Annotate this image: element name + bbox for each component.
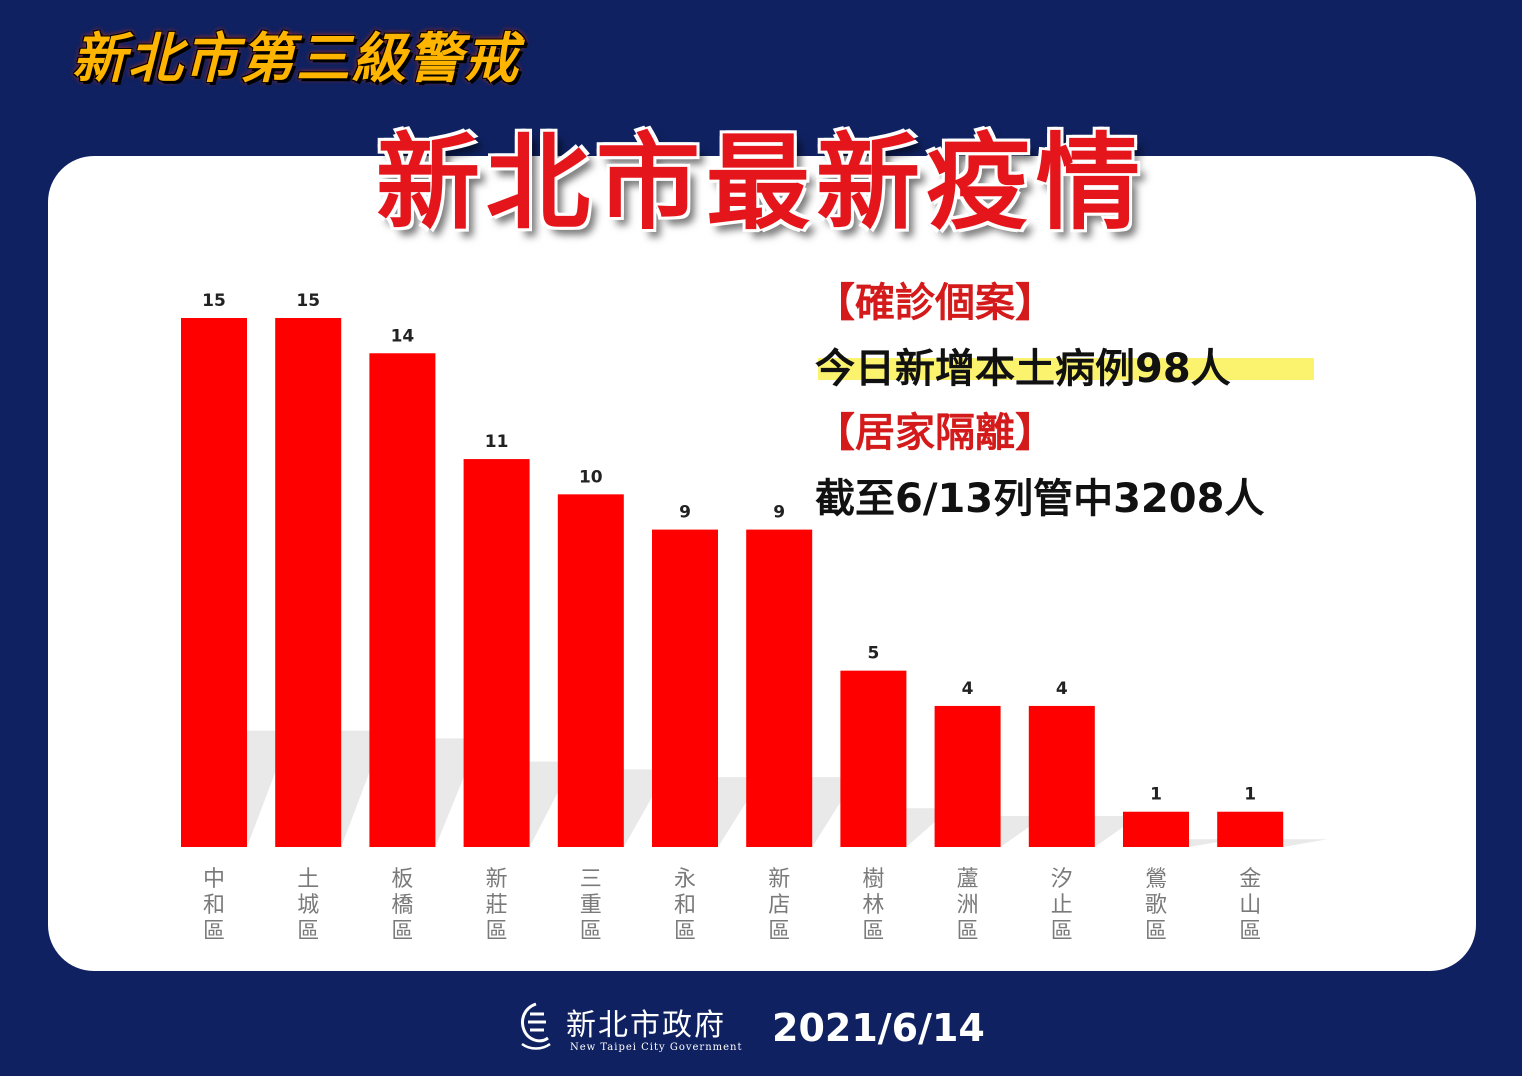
bar	[1028, 705, 1095, 847]
category-label: 汐止區	[1051, 867, 1073, 944]
city-logo-icon	[521, 1002, 551, 1050]
data-label: 11	[485, 432, 509, 452]
category-label: 新店區	[768, 867, 790, 944]
data-label: 14	[391, 326, 415, 346]
category-label: 土城區	[297, 867, 319, 944]
report-date: 2021/6/14	[772, 1006, 985, 1050]
bar	[181, 318, 247, 847]
bar	[275, 318, 342, 847]
category-label: 樹林區	[862, 867, 884, 944]
bar	[840, 670, 907, 847]
alert-level-title: 新北市第三級警戒	[72, 27, 520, 90]
data-label: 1	[1244, 785, 1256, 805]
org-name-english: New Taipei City Government	[570, 1042, 743, 1053]
bar	[463, 459, 530, 847]
category-label: 永和區	[674, 867, 696, 944]
data-label: 10	[579, 467, 603, 487]
bar	[1123, 811, 1189, 847]
confirmed-text: 今日新增本土病例98人	[815, 346, 1231, 392]
data-label: 5	[867, 644, 879, 664]
data-label: 9	[773, 503, 785, 523]
data-label: 1	[1150, 785, 1162, 805]
bar	[369, 353, 436, 847]
bar	[746, 529, 813, 847]
category-label: 金山區	[1239, 867, 1261, 944]
bar	[557, 494, 624, 847]
bar	[934, 705, 1001, 847]
category-labels: 中和區 土城區 板橋區 新莊區 三重區 永和區 新店區 樹林區 蘆洲區 汐止區 鶯歌區 金山區	[203, 867, 1261, 944]
category-label: 新莊區	[486, 867, 508, 944]
category-label: 三重區	[580, 867, 602, 944]
data-label: 4	[1056, 679, 1068, 699]
data-label: 15	[202, 291, 226, 311]
category-label: 蘆洲區	[957, 867, 979, 944]
bar	[1217, 811, 1284, 847]
category-label: 板橋區	[391, 867, 413, 944]
category-label: 鶯歌區	[1145, 867, 1167, 944]
quarantine-text: 截至6/13列管中3208人	[815, 476, 1265, 522]
category-label: 中和區	[203, 867, 225, 944]
data-label: 4	[962, 679, 974, 699]
data-label: 15	[296, 291, 320, 311]
page-title: 新北市最新疫情	[375, 122, 1146, 244]
org-name: 新北市政府	[566, 1008, 726, 1043]
highlight-marker	[818, 358, 1314, 380]
bar	[652, 529, 718, 847]
confirmed-heading: 【確診個案】	[815, 280, 1055, 326]
quarantine-heading: 【居家隔離】	[815, 410, 1055, 456]
data-label: 9	[679, 503, 691, 523]
bars	[181, 318, 1284, 847]
